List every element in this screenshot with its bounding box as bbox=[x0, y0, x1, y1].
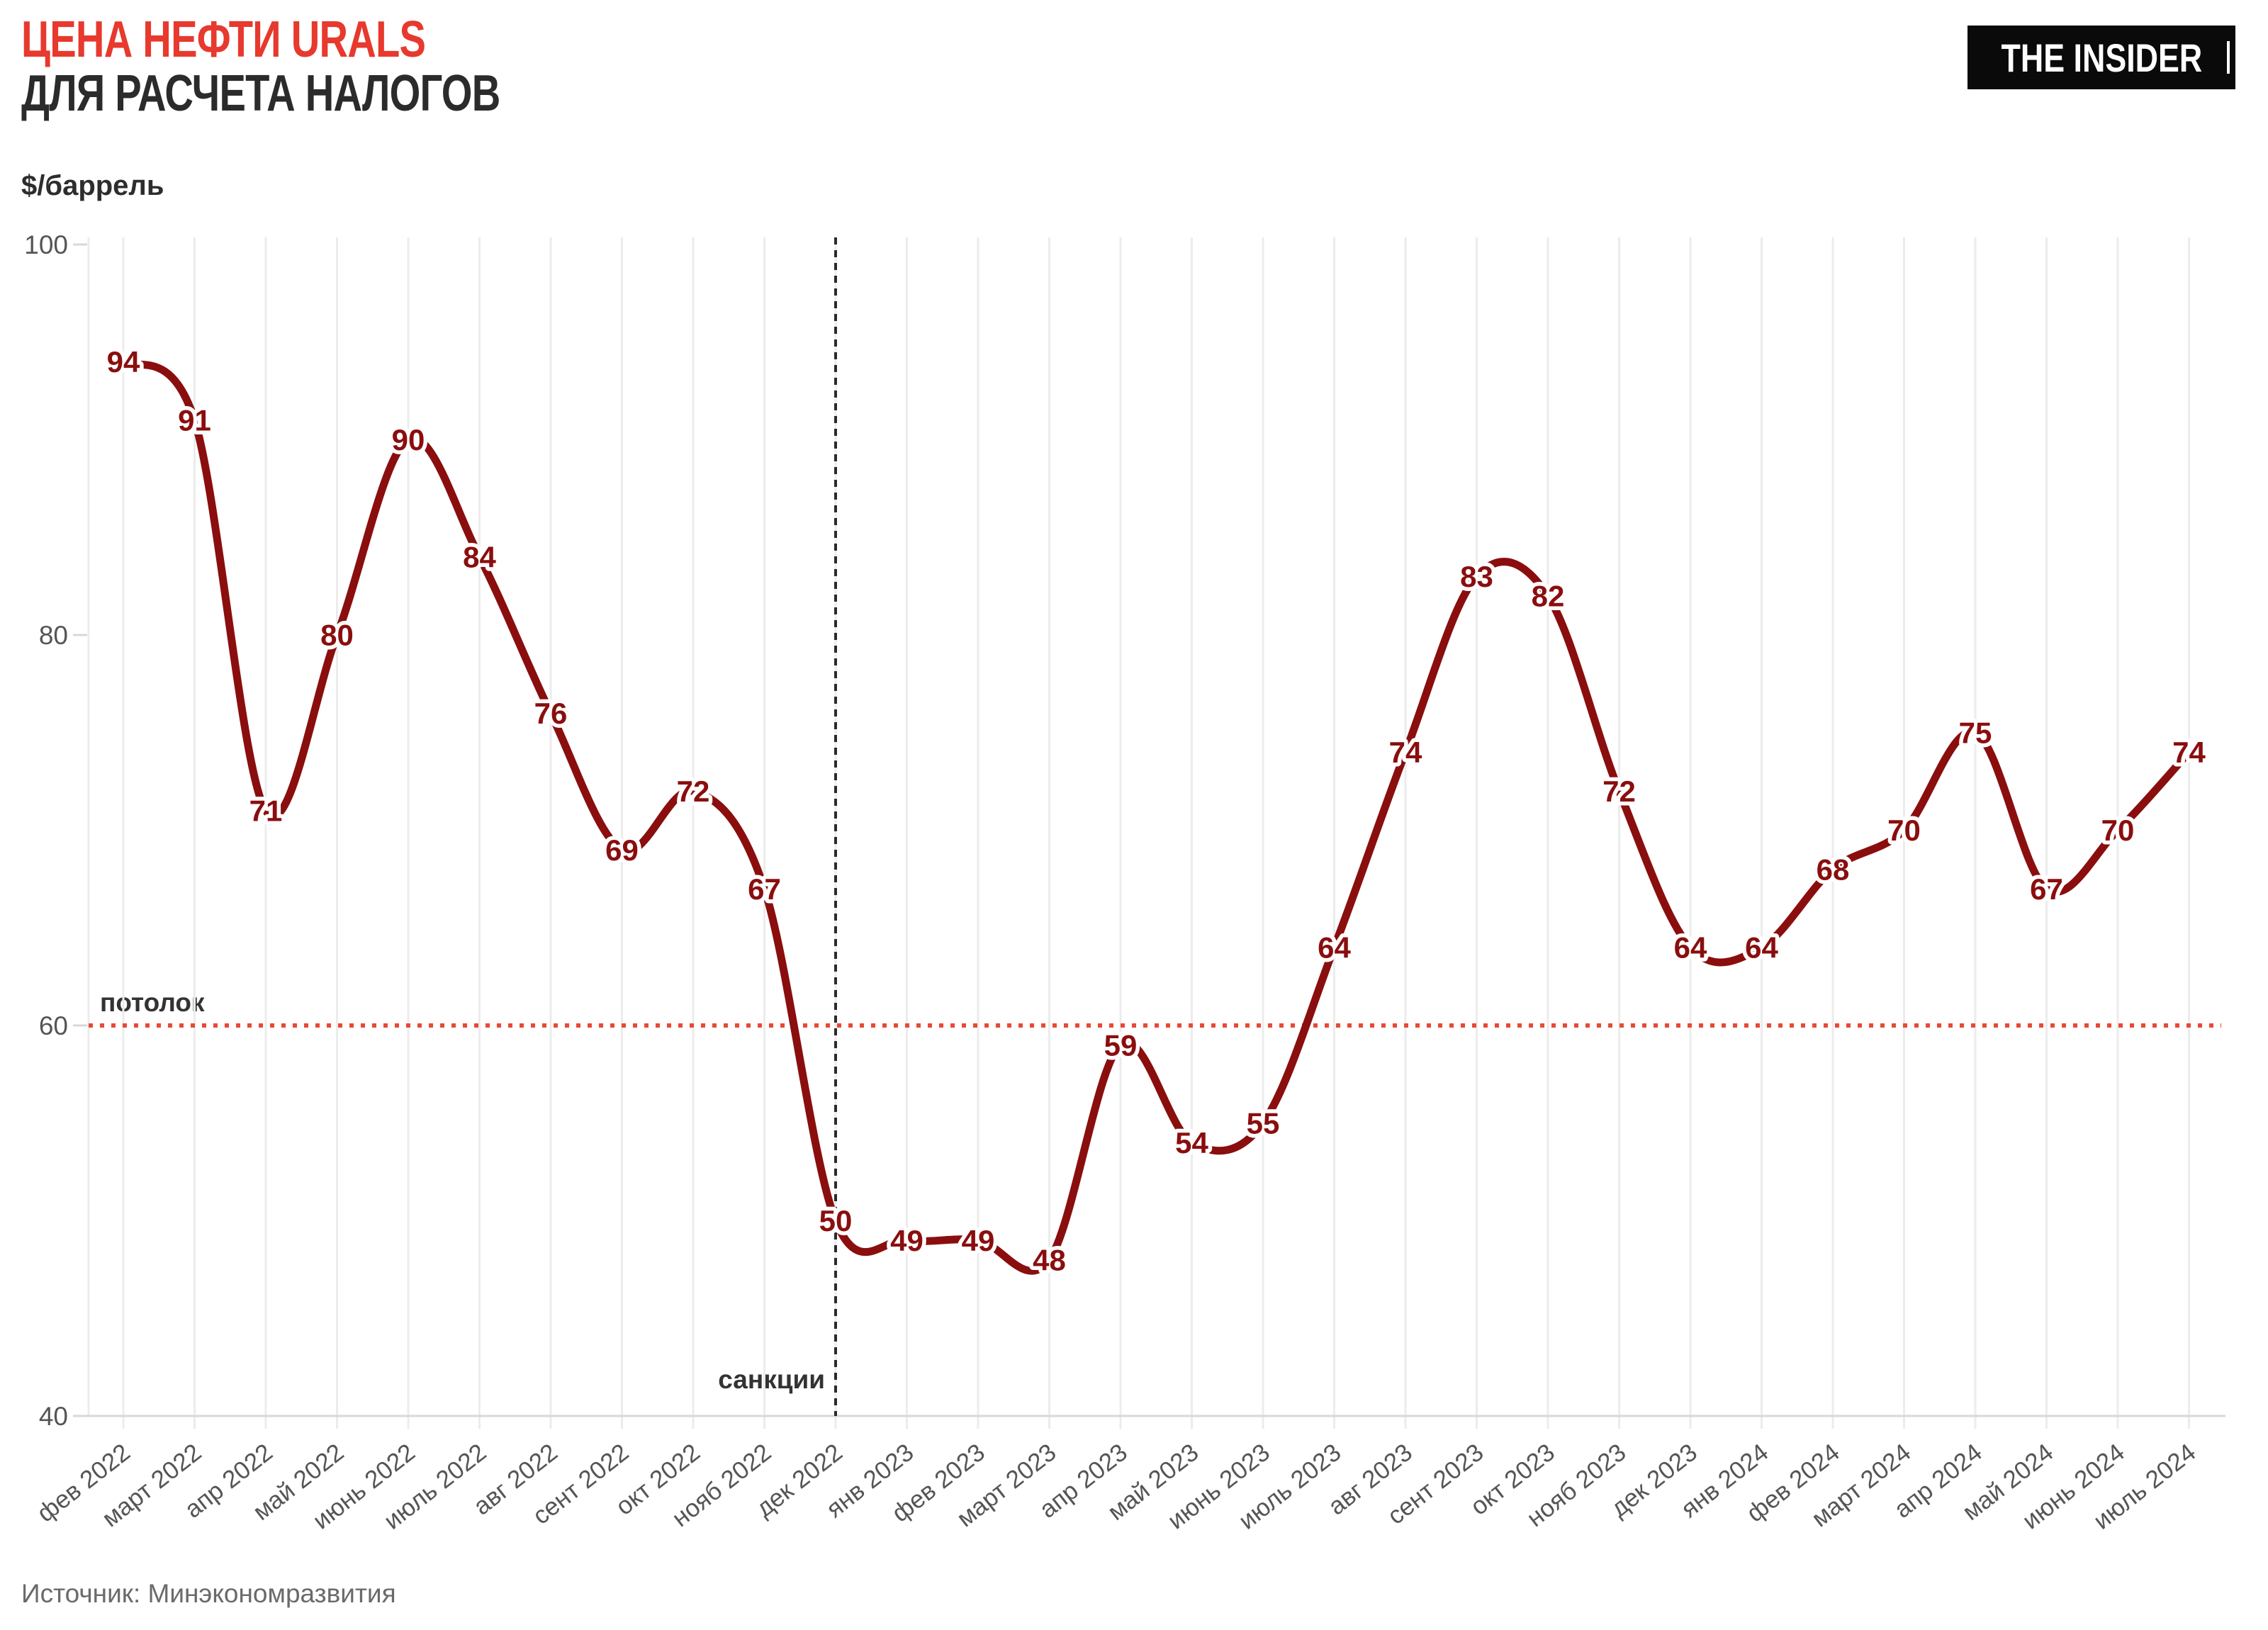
value-label-21: 72 bbox=[1602, 775, 1636, 808]
logo-text: THE INSIDER bbox=[2001, 35, 2202, 80]
value-label-23: 64 bbox=[1745, 931, 1778, 965]
value-label-3: 80 bbox=[320, 619, 354, 652]
value-label-15: 54 bbox=[1175, 1126, 1208, 1159]
y-tick-label-100: 100 bbox=[24, 230, 68, 259]
value-label-11: 49 bbox=[890, 1224, 924, 1257]
value-label-14: 59 bbox=[1104, 1028, 1138, 1062]
value-label-24: 68 bbox=[1817, 853, 1850, 886]
value-label-18: 74 bbox=[1389, 736, 1422, 769]
value-label-5: 84 bbox=[463, 541, 496, 574]
price-line bbox=[119, 357, 2193, 1275]
value-label-16: 55 bbox=[1247, 1106, 1280, 1140]
value-label-4: 90 bbox=[392, 423, 425, 456]
y-tick-label-80: 80 bbox=[39, 621, 68, 650]
y-axis-unit-label: $/баррель bbox=[21, 170, 164, 201]
value-label-10: 50 bbox=[819, 1204, 853, 1237]
y-tick-label-40: 40 bbox=[39, 1402, 68, 1431]
value-label-0: 94 bbox=[107, 345, 140, 378]
value-label-2: 71 bbox=[249, 794, 283, 828]
value-label-22: 64 bbox=[1674, 931, 1707, 965]
value-label-20: 82 bbox=[1532, 580, 1565, 613]
value-label-7: 69 bbox=[605, 833, 639, 867]
value-label-25: 70 bbox=[1887, 814, 1921, 847]
value-label-9: 67 bbox=[748, 872, 781, 906]
value-label-29: 74 bbox=[2172, 736, 2206, 769]
title-line-1: ЦЕНА НЕФТИ URALS bbox=[21, 11, 426, 68]
title-line-2: ДЛЯ РАСЧЕТА НАЛОГОВ bbox=[21, 65, 500, 122]
value-label-8: 72 bbox=[677, 775, 710, 808]
value-label-17: 64 bbox=[1318, 931, 1351, 965]
value-label-6: 76 bbox=[534, 697, 568, 730]
sanctions-label: санкции bbox=[718, 1365, 825, 1394]
y-tick-label-60: 60 bbox=[39, 1011, 68, 1040]
page-title: ЦЕНА НЕФТИ URALS ДЛЯ РАСЧЕТА НАЛОГОВ bbox=[21, 13, 500, 120]
value-label-13: 48 bbox=[1033, 1243, 1066, 1276]
value-label-26: 75 bbox=[1959, 716, 1992, 749]
price-ceiling-label: потолок bbox=[100, 988, 205, 1017]
source-note: Источник: Минэкономразвития bbox=[21, 1579, 396, 1608]
value-label-1: 91 bbox=[178, 404, 211, 437]
value-label-12: 49 bbox=[962, 1224, 995, 1257]
the-insider-logo: THE INSIDER bbox=[1967, 26, 2235, 89]
value-label-27: 67 bbox=[2030, 872, 2063, 906]
value-label-28: 70 bbox=[2101, 814, 2135, 847]
logo-cursor-bar bbox=[2227, 41, 2230, 74]
value-label-19: 83 bbox=[1460, 560, 1493, 593]
